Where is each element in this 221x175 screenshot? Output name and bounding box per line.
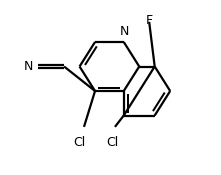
Text: N: N [120,25,130,38]
Text: Cl: Cl [107,136,119,149]
Text: N: N [24,60,34,73]
Text: F: F [146,14,153,27]
Text: Cl: Cl [73,136,86,149]
